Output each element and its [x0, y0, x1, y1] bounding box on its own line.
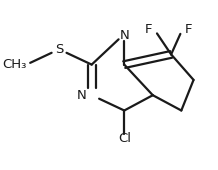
Text: F: F [145, 23, 152, 36]
Text: S: S [55, 43, 63, 56]
Text: CH₃: CH₃ [2, 58, 26, 71]
Text: Cl: Cl [118, 132, 131, 144]
Text: N: N [77, 89, 87, 102]
Text: F: F [185, 23, 192, 36]
Text: N: N [119, 29, 129, 42]
